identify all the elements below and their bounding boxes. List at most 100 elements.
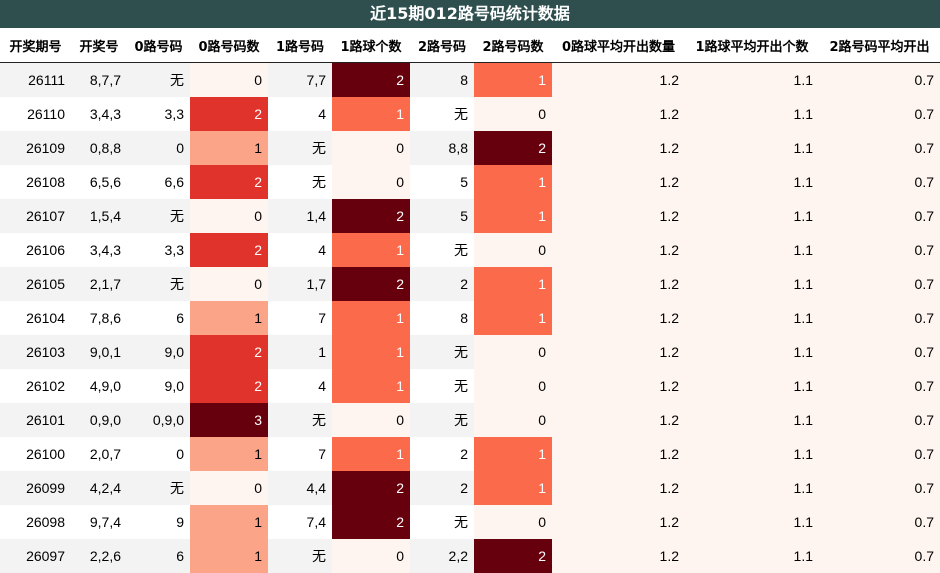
table-cell: 1.2 — [552, 300, 685, 335]
table-cell: 1.1 — [685, 368, 819, 403]
column-header: 2路号码 — [410, 28, 474, 63]
table-cell: 9,0 — [127, 368, 190, 403]
table-cell: 1 — [190, 538, 268, 573]
table-row: 26104 7,8,6 6 1 7 1 8 1 1.2 1.1 0.7 — [0, 300, 940, 335]
table-cell: 26099 — [0, 470, 71, 505]
table-cell: 1.2 — [552, 198, 685, 233]
table-cell: 0.7 — [819, 436, 940, 471]
table-cell: 无 — [410, 368, 474, 403]
table-cell: 0 — [474, 402, 552, 437]
table-cell: 1,4 — [268, 198, 332, 233]
table-cell: 1.1 — [685, 300, 819, 335]
table-cell: 1,5,4 — [71, 198, 127, 233]
table-cell: 2,2,6 — [71, 538, 127, 573]
table-cell: 6,5,6 — [71, 164, 127, 199]
table-cell: 1.1 — [685, 436, 819, 471]
column-header: 2路号码平均开出 — [819, 28, 940, 63]
table-cell: 3 — [190, 402, 268, 437]
table-cell: 0 — [474, 232, 552, 267]
table-cell: 1.2 — [552, 504, 685, 539]
table-cell: 2 — [332, 198, 410, 233]
table-cell: 无 — [268, 130, 332, 165]
table-cell: 2 — [332, 266, 410, 301]
table-cell: 1.1 — [685, 232, 819, 267]
table-cell: 0 — [332, 402, 410, 437]
table-cell: 1 — [332, 232, 410, 267]
table-cell: 2 — [190, 334, 268, 369]
table-cell: 无 — [268, 164, 332, 199]
table-cell: 4,2,4 — [71, 470, 127, 505]
table-cell: 0.7 — [819, 62, 940, 97]
table-cell: 8,8 — [410, 130, 474, 165]
table-cell: 0 — [474, 504, 552, 539]
table-cell: 26106 — [0, 232, 71, 267]
table-cell: 1.2 — [552, 130, 685, 165]
table-cell: 1.1 — [685, 334, 819, 369]
table-cell: 1.1 — [685, 164, 819, 199]
table-cell: 1 — [474, 198, 552, 233]
table-cell: 26101 — [0, 402, 71, 437]
table-cell: 8 — [410, 300, 474, 335]
table-cell: 9,0 — [127, 334, 190, 369]
table-cell: 无 — [268, 538, 332, 573]
table-row: 26111 8,7,7 无 0 7,7 2 8 1 1.2 1.1 0.7 — [0, 62, 940, 97]
stats-table: 开奖期号 开奖号 0路号码 0路号码数 1路号码 1路球个数 2路号码 2路号码数 0路球平均开… — [0, 28, 940, 573]
table-cell: 0 — [332, 538, 410, 573]
table-cell: 4,4 — [268, 470, 332, 505]
table-cell: 5 — [410, 164, 474, 199]
table-cell: 0 — [127, 436, 190, 471]
table-cell: 2 — [410, 436, 474, 471]
table-cell: 无 — [410, 402, 474, 437]
table-cell: 0 — [474, 368, 552, 403]
table-cell: 0 — [190, 470, 268, 505]
table-cell: 0.7 — [819, 232, 940, 267]
table-cell: 无 — [410, 504, 474, 539]
column-header: 1路球个数 — [332, 28, 410, 63]
table-cell: 1.2 — [552, 96, 685, 131]
table-cell: 0,9,0 — [127, 402, 190, 437]
table-cell: 2 — [410, 266, 474, 301]
table-cell: 2 — [190, 96, 268, 131]
table-cell: 1 — [190, 300, 268, 335]
table-cell: 3,4,3 — [71, 232, 127, 267]
column-header: 1路号码 — [268, 28, 332, 63]
table-cell: 0.7 — [819, 96, 940, 131]
table-body: 26111 8,7,7 无 0 7,7 2 8 1 1.2 1.1 0.7 26110 3,4,3 3,3… — [0, 62, 940, 573]
table-cell: 4,9,0 — [71, 368, 127, 403]
table-cell: 1 — [474, 436, 552, 471]
table-row: 26108 6,5,6 6,6 2 无 0 5 1 1.2 1.1 0.7 — [0, 164, 940, 199]
table-cell: 7,7 — [268, 62, 332, 97]
table-row: 26103 9,0,1 9,0 2 1 1 无 0 1.2 1.1 0.7 — [0, 334, 940, 369]
table-cell: 1 — [190, 504, 268, 539]
table-row: 26105 2,1,7 无 0 1,7 2 2 1 1.2 1.1 0.7 — [0, 266, 940, 301]
table-cell: 4 — [268, 232, 332, 267]
table-cell: 1 — [332, 334, 410, 369]
table-cell: 26100 — [0, 436, 71, 471]
table-cell: 0 — [127, 130, 190, 165]
table-cell: 1 — [268, 334, 332, 369]
column-header: 1路球平均开出个数 — [685, 28, 819, 63]
table-cell: 1.1 — [685, 198, 819, 233]
table-cell: 1 — [190, 436, 268, 471]
column-header: 开奖号 — [71, 28, 127, 63]
table-row: 26102 4,9,0 9,0 2 4 1 无 0 1.2 1.1 0.7 — [0, 368, 940, 403]
column-header: 0路号码数 — [190, 28, 268, 63]
table-header: 开奖期号 开奖号 0路号码 0路号码数 1路号码 1路球个数 2路号码 2路号码数 0路球平均开… — [0, 28, 940, 63]
table-cell: 1 — [474, 62, 552, 97]
table-cell: 无 — [410, 334, 474, 369]
table-cell: 2 — [474, 538, 552, 573]
table-cell: 26104 — [0, 300, 71, 335]
table-cell: 1.1 — [685, 96, 819, 131]
table-cell: 1.2 — [552, 232, 685, 267]
table-cell: 0,8,8 — [71, 130, 127, 165]
table-cell: 0.7 — [819, 504, 940, 539]
table-cell: 1,7 — [268, 266, 332, 301]
table-cell: 8,7,7 — [71, 62, 127, 97]
table-cell: 6 — [127, 300, 190, 335]
table-cell: 无 — [127, 198, 190, 233]
table-cell: 无 — [127, 266, 190, 301]
column-header: 2路号码数 — [474, 28, 552, 63]
header-row: 开奖期号 开奖号 0路号码 0路号码数 1路号码 1路球个数 2路号码 2路号码数 0路球平均开… — [0, 28, 940, 63]
table-cell: 0 — [190, 62, 268, 97]
table-cell: 1.2 — [552, 368, 685, 403]
